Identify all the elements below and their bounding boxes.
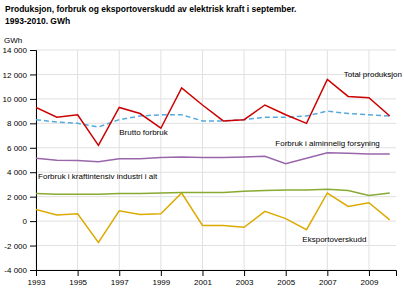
plot: 1993 1995 1997 1999 2001 2003 2005 2007 2009 -4 0…	[3, 46, 402, 287]
grid-line	[285, 50, 286, 270]
x-axis: 1993 1995 1997 1999 2001 2003 2005 2007 2009	[28, 270, 397, 287]
grid-line	[36, 50, 396, 51]
lines	[36, 79, 390, 242]
tick-mark	[30, 148, 36, 149]
grid	[36, 50, 396, 270]
tick-label: -2 000	[4, 242, 27, 251]
line	[36, 189, 390, 195]
grid-line	[36, 196, 396, 197]
tick: 1999	[152, 270, 170, 287]
tick: -4 000	[4, 266, 36, 275]
line	[36, 153, 390, 164]
tick: 1997	[111, 270, 129, 287]
tick: 14 000	[3, 46, 36, 55]
grid-line	[202, 50, 203, 270]
tick-mark	[30, 172, 36, 173]
tick-label: 2007	[319, 278, 337, 287]
tick-label: 6 000	[7, 144, 28, 153]
tick-label: 2001	[194, 278, 212, 287]
tick-mark	[78, 270, 79, 276]
tick-label: 4 000	[7, 168, 28, 177]
tick-label: 2003	[236, 278, 254, 287]
axis-line	[30, 51, 37, 271]
grid-line	[160, 50, 161, 270]
tick-mark	[244, 270, 245, 276]
tick: 2003	[236, 270, 254, 287]
tick: -2 000	[4, 242, 36, 251]
annotation: Total produksjon	[344, 70, 402, 79]
grid-line	[36, 221, 396, 222]
annotation: Eksportoverskudd	[302, 235, 366, 244]
tick-label: 1993	[28, 278, 46, 287]
grid-line	[36, 74, 396, 75]
tick: 10 000	[3, 95, 36, 104]
grid-line	[119, 50, 120, 270]
tick-mark	[30, 246, 36, 247]
axis-line	[37, 271, 397, 277]
tick-mark	[30, 99, 36, 100]
tick-label: 2005	[277, 278, 295, 287]
grid-line	[36, 98, 396, 99]
tick-mark	[30, 197, 36, 198]
tick-mark	[286, 270, 287, 276]
y-axis-label: GWh	[4, 36, 22, 45]
annotation: Brutto forbruk	[119, 128, 168, 137]
tick-label: 12 000	[3, 71, 28, 80]
tick-mark	[30, 221, 36, 222]
tick: 2007	[319, 270, 337, 287]
grid-line	[36, 245, 396, 246]
grid-line	[36, 123, 396, 124]
tick-label: 1995	[69, 278, 87, 287]
grid-line	[368, 50, 369, 270]
annotations: Total produksjon Brutto forbruk Forbruk i …	[38, 70, 402, 244]
tick-mark	[30, 74, 36, 75]
tick-mark	[327, 270, 328, 276]
tick-label: 1997	[111, 278, 129, 287]
tick-mark	[202, 270, 203, 276]
tick-label: 2009	[361, 278, 379, 287]
tick: 0	[23, 217, 36, 226]
tick-mark	[369, 270, 370, 276]
tick-mark	[30, 50, 36, 51]
subtitle: 1993-2010. GWh	[5, 16, 70, 26]
tick-label: 8 000	[7, 119, 28, 128]
tick-mark	[30, 270, 36, 271]
tick: 2001	[194, 270, 212, 287]
tick: 2005	[277, 270, 295, 287]
tick-label: 0	[23, 217, 28, 226]
tick-label: 14 000	[3, 46, 28, 55]
y-axis: -4 000 -2 000 0 2 000 4 000 6 000 8 000 10 000 1…	[3, 46, 37, 275]
annotation: Forbruk i kraftintensiv industri i alt	[38, 172, 158, 181]
tick-label: -4 000	[4, 266, 27, 275]
tick: 4 000	[7, 168, 36, 177]
tick: 12 000	[3, 71, 36, 80]
tick-label: 2 000	[7, 193, 28, 202]
grid-line	[244, 50, 245, 270]
line	[36, 79, 390, 145]
tick: 6 000	[7, 144, 36, 153]
tick: 1995	[69, 270, 87, 287]
annotation: Forbruk i alminnelig forsyning	[275, 139, 380, 148]
tick: 2 000	[7, 193, 36, 202]
chart: Produksjon, forbruk og eksportoverskudd …	[0, 0, 404, 290]
tick: 1993	[28, 270, 46, 287]
tick-mark	[30, 123, 36, 124]
tick: 8 000	[7, 119, 36, 128]
tick-label: 10 000	[3, 95, 28, 104]
title: Produksjon, forbruk og eksportoverskudd …	[5, 4, 296, 14]
tick-mark	[161, 270, 162, 276]
tick-label: 1999	[152, 278, 170, 287]
tick: 2009	[361, 270, 379, 287]
tick-mark	[119, 270, 120, 276]
